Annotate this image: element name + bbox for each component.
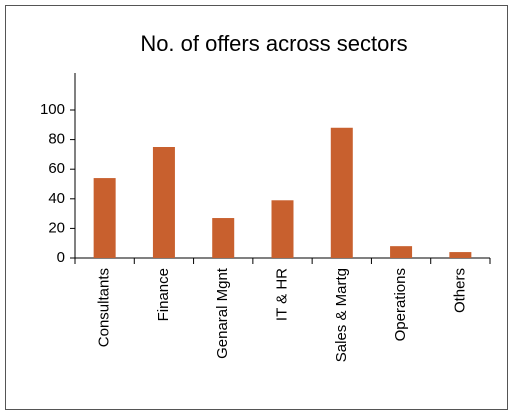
bar [271, 200, 294, 258]
bar [330, 127, 353, 258]
bar [212, 218, 235, 258]
x-tick-label: IT & HR [273, 268, 290, 321]
y-tick-label: 100 [40, 101, 65, 118]
x-tick-label: Consultants [96, 268, 113, 347]
bar [93, 178, 116, 258]
y-tick-label: 40 [48, 190, 65, 207]
chart-title: No. of offers across sectors [140, 31, 407, 56]
y-tick-label: 0 [57, 249, 65, 266]
x-tick-label: Others [451, 268, 468, 313]
bar [390, 246, 413, 258]
y-tick-label: 20 [48, 219, 65, 236]
bar [152, 147, 175, 258]
x-tick-label: Sales & Martg [333, 268, 350, 362]
bar [449, 252, 472, 258]
y-tick-label: 60 [48, 160, 65, 177]
y-tick-label: 80 [48, 131, 65, 148]
x-tick-label: Operations [392, 268, 409, 341]
x-tick-label: Finance [155, 268, 172, 321]
chart-border [5, 5, 508, 410]
x-tick-label: Genaral Mgnt [214, 267, 231, 359]
